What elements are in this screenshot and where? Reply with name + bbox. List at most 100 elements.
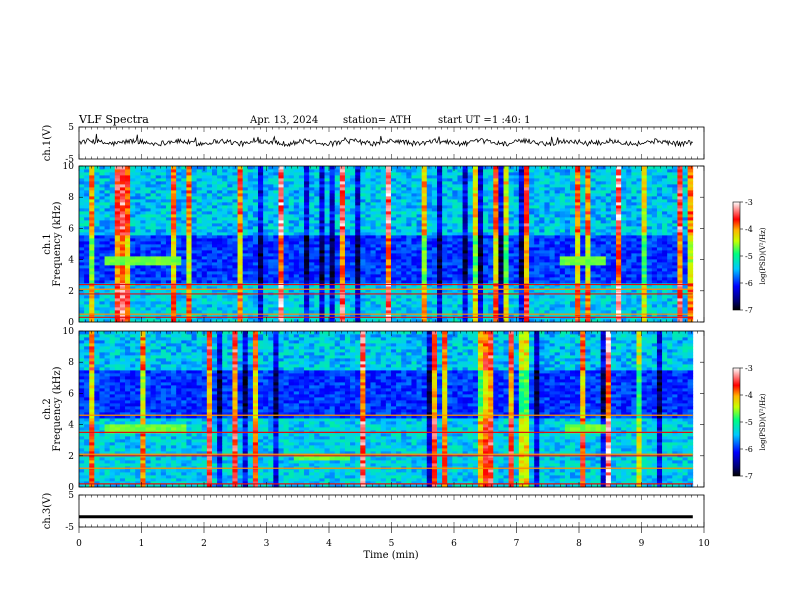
ch1-spectrogram-cell — [145, 244, 151, 248]
ch1-spectrogram-cell — [431, 226, 438, 230]
ch1-spectrogram-cell — [94, 172, 100, 176]
ch1-spectrogram-cell — [360, 301, 366, 305]
ch1-spectrogram-cell — [360, 205, 366, 209]
ch1-spectrogram-cell — [232, 196, 238, 200]
ch1-spectrogram-cell — [268, 223, 274, 227]
ch1-spectrogram-cell — [406, 307, 412, 311]
ch1-spectrogram-cell — [104, 226, 111, 230]
ch1-spectrogram-cell — [283, 244, 290, 248]
ch1-spectrogram-cell — [442, 280, 448, 284]
ch1-spectrogram-cell — [375, 166, 382, 170]
ch1-spectrogram-cell — [283, 268, 290, 272]
ch1-spectrogram-cell — [477, 205, 484, 209]
ch1-spectrogram-cell — [104, 259, 111, 263]
ch1-spectrogram-cell — [150, 205, 157, 209]
ch1-spectrogram-cell — [319, 223, 325, 227]
ch1-spectrogram-cell — [288, 295, 295, 299]
ch1-spectrogram-cell — [365, 268, 371, 272]
ch1-spectrogram-cell — [375, 295, 382, 299]
ch1-spectrogram-cell — [155, 181, 162, 185]
ch1-spectrogram-cell — [508, 226, 515, 230]
ch1-spectrogram-cell — [472, 211, 479, 215]
ch1-spectrogram-cell — [89, 229, 95, 233]
ch1-spectrogram-cell — [365, 238, 371, 242]
ch1-spectrogram-cell — [165, 166, 172, 170]
ch1-spectrogram-cell — [370, 289, 377, 293]
ch1-spectrogram-cell — [539, 223, 545, 227]
ch1-spectrogram-cell — [298, 304, 305, 308]
ch1-spectrogram-cell — [252, 229, 259, 233]
ch1-spectrogram-cell — [227, 298, 233, 302]
ch1-spectrogram-cell — [344, 253, 351, 257]
ch1-spectrogram-cell — [283, 178, 290, 182]
ch1-spectrogram-cell — [452, 202, 458, 206]
ch1-spectrogram-cell — [227, 271, 233, 275]
ch1-spectrogram-cell — [309, 307, 315, 311]
ch1-spectrogram-cell — [534, 205, 540, 209]
ch1-spectrogram-cell — [288, 220, 295, 224]
ch1-spectrogram-cell — [293, 289, 300, 293]
ch1-spectrogram-cell — [176, 277, 182, 281]
ch1-spectrogram-cell — [191, 280, 198, 284]
ch1-spectrogram-cell — [344, 175, 351, 179]
ch1-spectrogram-cell — [401, 271, 407, 275]
ch1-spectrogram-cell — [508, 256, 515, 260]
ch1-spectrogram-cell — [508, 208, 515, 212]
ch1-spectrogram-cell — [396, 178, 402, 182]
ch1-spectrogram-cell — [513, 247, 520, 251]
ch1-spectrogram-cell — [452, 196, 458, 200]
ch1-spectrogram-cell — [211, 310, 218, 314]
ch1-spectrogram-cell — [227, 262, 233, 266]
ch1-spectrogram-cell — [385, 223, 392, 227]
ch1-spectrogram-cell — [396, 277, 402, 281]
ch1-spectrogram-cell — [554, 298, 561, 302]
ch1-spectrogram-cell — [258, 187, 264, 191]
ch1-spectrogram-cell — [145, 169, 151, 173]
ch1-spectrogram-cell — [171, 289, 177, 293]
ch1-spectrogram-cell — [355, 244, 361, 248]
ch1-spectrogram-cell — [211, 184, 218, 188]
ch1-spectrogram-cell — [396, 196, 402, 200]
ch1-spectrogram-cell — [119, 277, 126, 281]
ch1-spectrogram-cell — [508, 214, 515, 218]
ch1-spectrogram-cell — [268, 232, 274, 236]
ch1-spectrogram-cell — [237, 259, 244, 263]
ch1-spectrogram-cell — [298, 193, 305, 197]
ch1-spectrogram-cell — [329, 220, 336, 224]
ch1-spectrogram-cell — [242, 202, 249, 206]
ch1-spectrogram-cell — [534, 190, 540, 194]
ch1-spectrogram-cell — [462, 289, 469, 293]
ch1-spectrogram-cell — [201, 217, 208, 221]
ch1-spectrogram-cell — [247, 217, 254, 221]
ch1-spectrogram-cell — [155, 259, 162, 263]
ch1-spectrogram-cell — [171, 208, 177, 212]
ch1-spectrogram-cell — [304, 247, 310, 251]
ch1-spectrogram-cell — [396, 253, 402, 257]
ch1-spectrogram-cell — [186, 238, 192, 242]
ch1-spectrogram-cell — [518, 196, 525, 200]
ch1-spectrogram-cell — [416, 271, 423, 275]
ch1-spectrogram-cell — [518, 274, 525, 278]
ch1-spectrogram-cell — [176, 238, 182, 242]
ch1-spectrogram-cell — [544, 169, 550, 173]
ch1-spectrogram-cell — [503, 211, 510, 215]
ch1-spectrogram-cell — [426, 196, 433, 200]
ch1-spectrogram-cell — [411, 298, 417, 302]
ch1-spectrogram-cell — [498, 241, 504, 245]
ch1-spectrogram-cell — [181, 247, 187, 251]
ch1-spectrogram-cell — [523, 199, 530, 203]
ch1-spectrogram-cell — [145, 319, 151, 323]
ch1-spectrogram-cell — [109, 181, 116, 185]
ch1-spectrogram-cell — [365, 286, 371, 290]
ch1-spectrogram-cell — [283, 319, 290, 323]
ch1-spectrogram-cell — [304, 319, 310, 323]
ch1-spectrogram-cell — [222, 307, 228, 311]
ch1-spectrogram-cell — [135, 304, 141, 308]
ch1-spectrogram-cell — [483, 223, 489, 227]
ch1-spectrogram-cell — [155, 244, 162, 248]
ch1-spectrogram-cell — [431, 190, 438, 194]
ch1-spectrogram-cell — [365, 235, 371, 239]
ch1-spectrogram-cell — [171, 235, 177, 239]
ch1-spectrogram-cell — [119, 259, 126, 263]
ch1-spectrogram-cell — [544, 277, 550, 281]
